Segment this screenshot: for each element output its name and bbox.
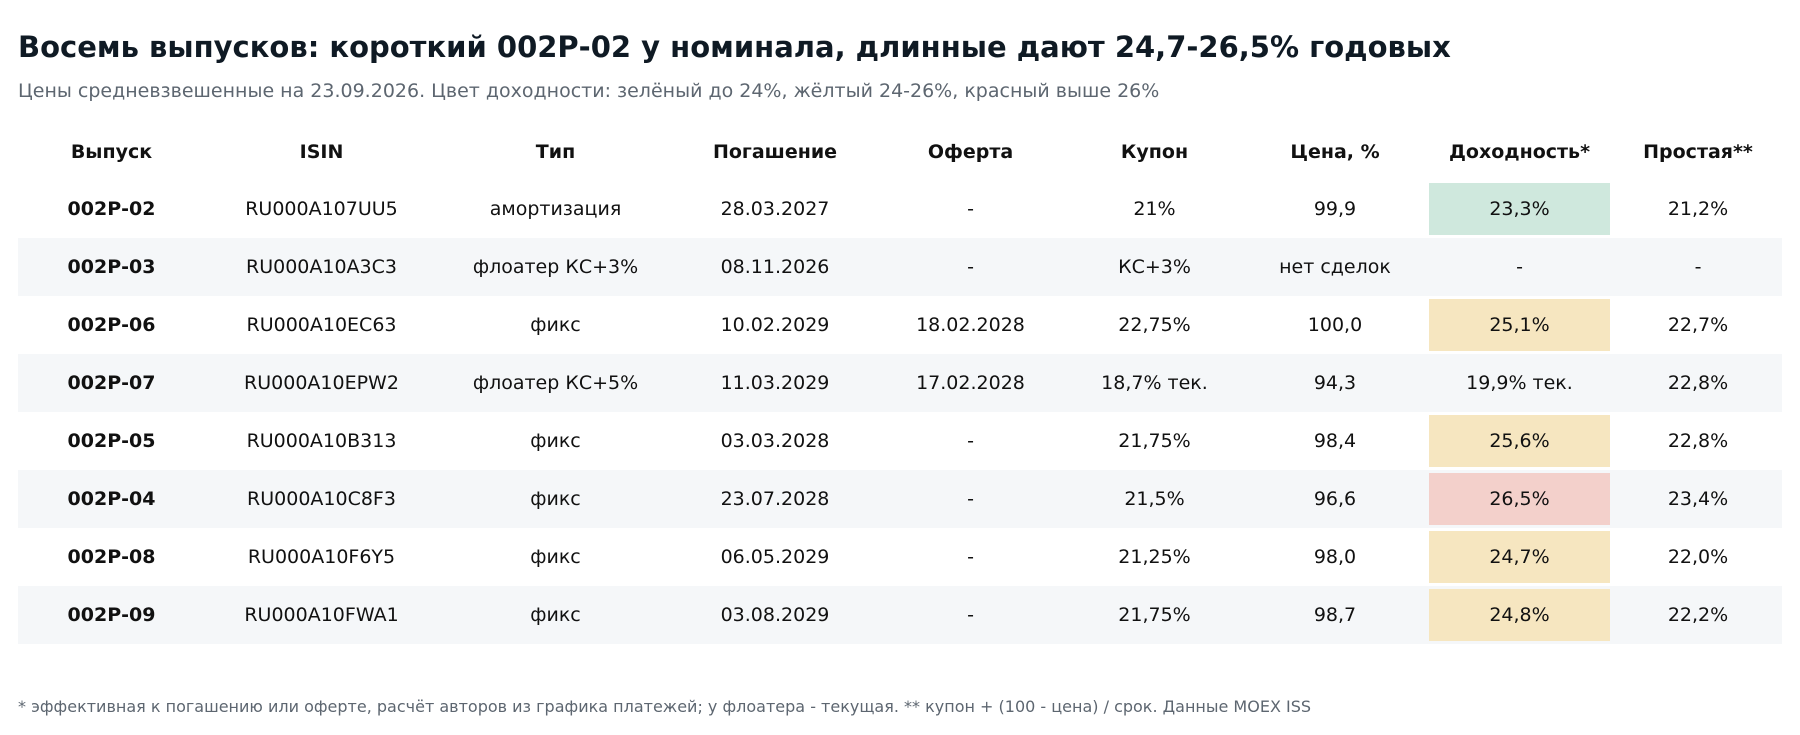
yield-cell: 24,8% [1429,589,1610,641]
table-cell: RU000A10FWA1 [244,604,399,626]
table-cell: фикс [530,546,581,568]
table-row: 002Р-09 RU000A10FWA1 фикс 03.08.2029 - 21,75%… [18,586,1782,644]
table-cell: - [1694,256,1702,278]
table-cell: 22,8% [1667,372,1729,394]
table-cell: 22,75% [1118,314,1191,336]
table-cell: RU000A10B313 [246,430,397,452]
table-cell: RU000A10EC63 [246,314,397,336]
table-cell: 002Р-08 [67,546,156,568]
header-row: Выпуск ISIN Тип Погашение Оферта Купон Цена, %… [18,124,1782,180]
table-cell: 08.11.2026 [720,256,830,278]
table-row: 002Р-03 RU000A10A3C3 флоатер КС+3% 08.11.20… [18,238,1782,296]
yield-cell: 26,5% [1429,473,1610,525]
table-row: 002Р-07 RU000A10EPW2 флоатер КС+5% 11.03.20… [18,354,1782,412]
yield-cell: 23,3% [1429,183,1610,235]
table-row: 002Р-02 RU000A107UU5 амортизация 28.03.2027… [18,180,1782,238]
table-cell: 06.05.2029 [720,546,830,568]
table-cell: - [967,256,974,278]
table-cell: 99,9 [1313,198,1357,220]
table-cell: 23.07.2028 [720,488,830,510]
table-cell: 002Р-09 [67,604,156,626]
table-cell: 18.02.2028 [916,314,1025,336]
table-cell: 21,2% [1667,198,1729,220]
table-cell: 98,0 [1313,546,1357,568]
table-cell: 21% [1133,198,1176,220]
column-header: Погашение [712,141,838,163]
table-cell: - [967,488,974,510]
yield-cell: 24,7% [1429,531,1610,583]
title: Восемь выпусков: короткий 002Р-02 у номи… [18,30,1451,64]
table-cell: 96,6 [1313,488,1357,510]
column-header: Простая** [1643,141,1753,163]
table-cell: RU000A10EPW2 [244,372,399,394]
table-cell: фикс [530,314,581,336]
table-cell: 002Р-07 [67,372,156,394]
yield-cell: - [1516,256,1523,278]
table-cell: 28.03.2027 [720,198,830,220]
table-cell: 002Р-02 [67,198,156,220]
column-header: Тип [535,141,576,163]
table-cell: 002Р-03 [67,256,156,278]
subtitle: Цены средневзвешенные на 23.09.2026. Цве… [18,80,1160,102]
table-cell: 10.02.2029 [720,314,830,336]
table-cell: RU000A107UU5 [245,198,398,220]
table-cell: - [967,198,974,220]
table-cell: RU000A10C8F3 [247,488,396,510]
yield-cell: 25,1% [1429,299,1610,351]
table-cell: 100,0 [1307,314,1363,336]
table-cell: 21,5% [1124,488,1185,510]
table-cell: фикс [530,604,581,626]
table-cell: RU000A10A3C3 [246,256,397,278]
yield-cell: 19,9% тек. [1466,372,1573,394]
table-cell: 002Р-06 [67,314,156,336]
table-cell: 002Р-04 [67,488,156,510]
table-cell: флоатер КС+3% [472,256,639,278]
table: Выпуск ISIN Тип Погашение Оферта Купон Цена, %… [18,124,1782,644]
table-cell: 98,7 [1313,604,1357,626]
table-cell: 98,4 [1313,430,1357,452]
table-cell: 21,25% [1118,546,1191,568]
table-cell: 23,4% [1667,488,1729,510]
table-cell: 03.08.2029 [720,604,830,626]
table-row: 002Р-05 RU000A10B313 фикс 03.03.2028 - 21,75%… [18,412,1782,470]
column-header: Оферта [927,141,1014,163]
table-cell: RU000A10F6Y5 [247,546,396,568]
table-cell: 21,75% [1118,430,1191,452]
table-cell: 18,7% тек. [1101,372,1208,394]
table-cell: - [967,430,974,452]
column-header: ISIN [299,141,344,163]
table-cell: 94,3 [1313,372,1357,394]
table-cell: 002Р-05 [67,430,156,452]
column-header: Цена, % [1290,141,1380,163]
table-row: 002Р-08 RU000A10F6Y5 фикс 06.05.2029 - 21,25%… [18,528,1782,586]
column-header: Доходность* [1448,141,1591,163]
table-cell: 21,75% [1118,604,1191,626]
table-cell: 22,0% [1667,546,1729,568]
table-cell: КС+3% [1118,256,1191,278]
column-header: Купон [1120,141,1189,163]
table-cell: 22,2% [1667,604,1729,626]
table-cell: 22,7% [1667,314,1729,336]
table-cell: - [967,604,974,626]
table-cell: амортизация [489,198,622,220]
table-cell: фикс [530,488,581,510]
table-cell: 22,8% [1667,430,1729,452]
table-cell: фикс [530,430,581,452]
table-cell: 11.03.2029 [720,372,830,394]
table-row: 002Р-06 RU000A10EC63 фикс 10.02.2029 18.02.2… [18,296,1782,354]
table-cell: 03.03.2028 [720,430,830,452]
table-cell: нет сделок [1279,256,1391,278]
table-row: 002Р-04 RU000A10C8F3 фикс 23.07.2028 - 21,5% 9… [18,470,1782,528]
yield-cell: 25,6% [1429,415,1610,467]
table-cell: 17.02.2028 [916,372,1025,394]
column-header: Выпуск [70,141,153,163]
footnote: * эффективная к погашению или оферте, ра… [18,697,1312,716]
table-cell: флоатер КС+5% [472,372,639,394]
table-cell: - [967,546,974,568]
